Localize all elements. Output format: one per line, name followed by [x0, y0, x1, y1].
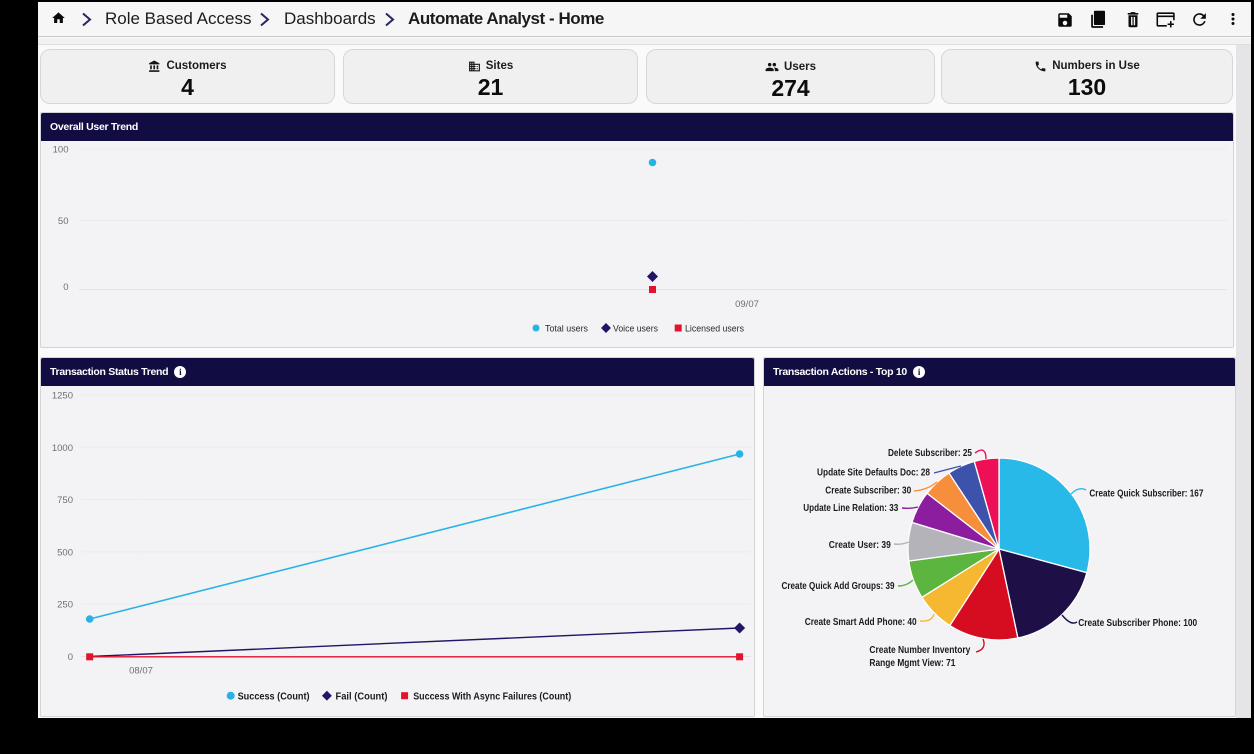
- svg-text:50: 50: [58, 216, 69, 227]
- svg-text:08/07: 08/07: [129, 666, 153, 677]
- svg-text:1250: 1250: [52, 391, 73, 402]
- svg-text:Create Subscriber Phone: 100: Create Subscriber Phone: 100: [1078, 618, 1197, 629]
- svg-text:Update Site Defaults Doc: 28: Update Site Defaults Doc: 28: [817, 468, 930, 479]
- svg-text:100: 100: [53, 145, 69, 156]
- svg-text:Create Subscriber: 30: Create Subscriber: 30: [825, 486, 911, 497]
- svg-text:0: 0: [63, 282, 68, 293]
- svg-text:Success (Count): Success (Count): [238, 691, 310, 703]
- svg-text:1000: 1000: [52, 443, 73, 454]
- svg-text:Range Mgmt View: 71: Range Mgmt View: 71: [869, 658, 955, 669]
- svg-text:Delete Subscriber: 25: Delete Subscriber: 25: [888, 448, 972, 459]
- svg-text:0: 0: [68, 652, 73, 663]
- svg-text:Licensed users: Licensed users: [685, 324, 744, 335]
- svg-text:Update Line Relation: 33: Update Line Relation: 33: [803, 503, 898, 514]
- svg-text:250: 250: [57, 600, 73, 611]
- svg-text:Create Number Inventory: Create Number Inventory: [869, 645, 970, 656]
- svg-text:Create Smart Add Phone: 40: Create Smart Add Phone: 40: [805, 617, 917, 628]
- svg-text:09/07: 09/07: [735, 299, 759, 310]
- svg-text:Create User: 39: Create User: 39: [829, 540, 891, 551]
- svg-text:Success With Async Failures (C: Success With Async Failures (Count): [413, 691, 571, 703]
- svg-text:Create Quick Add Groups: 39: Create Quick Add Groups: 39: [782, 581, 895, 592]
- svg-text:Create Quick Subscriber: 167: Create Quick Subscriber: 167: [1089, 489, 1203, 500]
- svg-text:Total users: Total users: [545, 324, 588, 335]
- svg-text:500: 500: [57, 547, 73, 558]
- svg-text:Fail (Count): Fail (Count): [336, 691, 388, 703]
- svg-text:Voice users: Voice users: [613, 324, 658, 335]
- svg-text:750: 750: [57, 495, 73, 506]
